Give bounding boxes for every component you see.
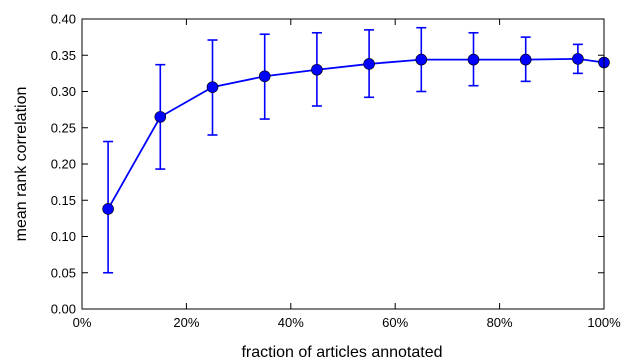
data-point xyxy=(258,70,271,83)
x-tick-label: 100% xyxy=(587,315,621,330)
chart-marks xyxy=(102,26,610,274)
x-axis-ticks: 0% 20% 40% 60% 80% 100% xyxy=(73,19,621,330)
y-axis-ticks: 0.00 0.05 0.10 0.15 0.20 0.25 0.30 0.35 0.40 xyxy=(51,12,604,317)
data-point xyxy=(154,111,167,123)
x-tick-label: 40% xyxy=(278,315,304,330)
x-axis-label: fraction of articles annotated xyxy=(241,344,442,361)
x-tick-label: 60% xyxy=(382,315,408,330)
y-tick-label: 0.35 xyxy=(51,48,76,63)
y-tick-label: 0.15 xyxy=(51,193,76,208)
data-point xyxy=(415,53,428,66)
x-tick-label: 80% xyxy=(487,315,513,330)
data-point xyxy=(467,53,480,66)
y-axis-label: mean rank correlation xyxy=(13,87,30,242)
data-point xyxy=(102,203,114,215)
y-tick-label: 0.05 xyxy=(51,265,76,280)
y-tick-label: 0.10 xyxy=(51,229,76,244)
x-tick-label: 20% xyxy=(173,315,199,330)
data-point xyxy=(206,81,219,93)
y-tick-label: 0.25 xyxy=(51,120,76,135)
y-tick-label: 0.30 xyxy=(51,84,76,99)
y-tick-label: 0.00 xyxy=(51,302,76,317)
y-tick-label: 0.20 xyxy=(51,157,76,172)
data-point xyxy=(311,63,323,76)
data-point xyxy=(519,53,532,66)
y-tick-label: 0.40 xyxy=(51,12,76,27)
x-tick-label: 0% xyxy=(73,315,92,330)
data-point xyxy=(363,58,375,70)
data-point xyxy=(572,53,584,65)
